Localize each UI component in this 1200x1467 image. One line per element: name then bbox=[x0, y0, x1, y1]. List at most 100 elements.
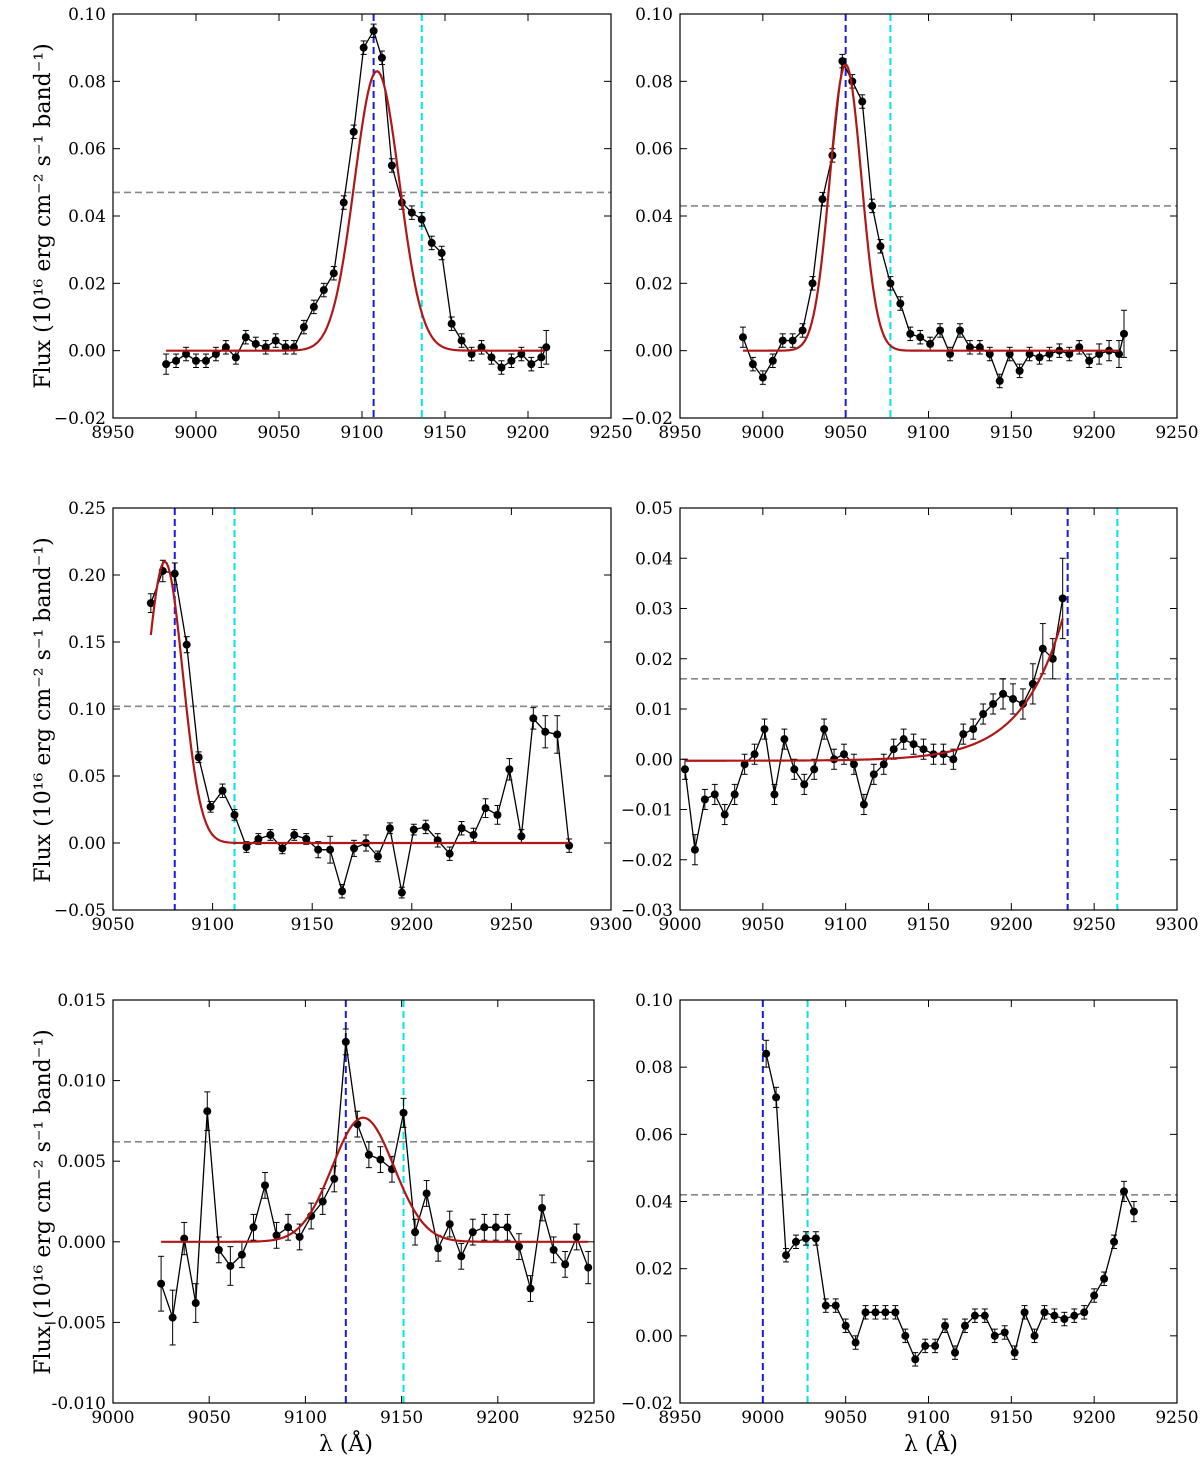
data-point bbox=[790, 765, 799, 774]
data-point bbox=[226, 1261, 235, 1270]
data-point bbox=[861, 1308, 870, 1317]
data-point bbox=[326, 845, 335, 854]
data-point bbox=[182, 640, 191, 649]
y-tick-label: −0.02 bbox=[621, 851, 673, 871]
plot-frame bbox=[679, 507, 1178, 911]
data-point bbox=[230, 810, 239, 819]
y-tick-label: 0.10 bbox=[68, 700, 106, 720]
data-point bbox=[1045, 350, 1054, 359]
y-tick-label: 0.02 bbox=[635, 274, 673, 294]
x-tick-label: 9200 bbox=[390, 915, 433, 935]
data-point bbox=[891, 1308, 900, 1317]
y-tick-label: 0.00 bbox=[68, 834, 106, 854]
data-point bbox=[931, 1341, 940, 1350]
data-point bbox=[168, 1313, 177, 1322]
y-tick-label: −0.005 bbox=[43, 1313, 106, 1333]
data-point bbox=[1058, 594, 1067, 603]
data-point bbox=[858, 97, 867, 106]
x-tick-label: 8950 bbox=[658, 1408, 701, 1428]
x-tick-label: 9050 bbox=[257, 423, 300, 443]
data-point bbox=[1050, 1311, 1059, 1320]
data-point bbox=[284, 1223, 293, 1232]
plot-frame bbox=[112, 999, 595, 1404]
data-point bbox=[989, 699, 998, 708]
data-point bbox=[170, 569, 179, 578]
data-point bbox=[841, 1321, 850, 1330]
y-tick-label: 0.20 bbox=[68, 566, 106, 586]
data-point bbox=[299, 323, 308, 332]
data-point bbox=[1000, 1328, 1009, 1337]
data-point bbox=[1020, 1308, 1029, 1317]
x-tick-label: 9200 bbox=[476, 1408, 519, 1428]
y-tick-label: 0.05 bbox=[68, 767, 106, 787]
data-point bbox=[851, 1338, 860, 1347]
y-tick-label: −0.05 bbox=[54, 901, 106, 921]
data-point bbox=[959, 730, 968, 739]
x-tick-label: 9150 bbox=[990, 1408, 1033, 1428]
y-tick-label: 0.08 bbox=[68, 72, 106, 92]
data-point bbox=[768, 356, 777, 365]
data-point bbox=[740, 760, 749, 769]
x-tick-label: 9200 bbox=[1073, 1408, 1116, 1428]
data-point bbox=[517, 350, 526, 359]
x-tick-label: 9050 bbox=[188, 1408, 231, 1428]
data-point bbox=[808, 279, 817, 288]
data-point bbox=[338, 887, 347, 896]
data-point bbox=[445, 849, 454, 858]
data-point bbox=[710, 790, 719, 799]
x-tick-label: 9300 bbox=[1155, 915, 1198, 935]
data-point bbox=[791, 1237, 800, 1246]
data-point bbox=[507, 356, 516, 365]
data-point bbox=[249, 1223, 258, 1232]
data-point bbox=[1090, 1291, 1099, 1300]
data-point bbox=[995, 376, 1004, 385]
plot-area bbox=[680, 1000, 1177, 1403]
data-point bbox=[445, 1220, 454, 1229]
data-point bbox=[951, 1348, 960, 1357]
data-point bbox=[960, 1321, 969, 1330]
data-point bbox=[810, 765, 819, 774]
data-point bbox=[720, 810, 729, 819]
y-tick-label: 0.06 bbox=[635, 1125, 673, 1145]
data-point bbox=[514, 1242, 523, 1251]
data-point bbox=[1119, 1187, 1128, 1196]
data-point bbox=[770, 790, 779, 799]
data-point bbox=[886, 279, 895, 288]
y-tick-label: 0.15 bbox=[68, 633, 106, 653]
data-point bbox=[218, 786, 227, 795]
data-point bbox=[505, 765, 514, 774]
data-point bbox=[201, 356, 210, 365]
data-point bbox=[876, 242, 885, 251]
panel-bottom-left: 9000 9050 9100 9150 9200 9250 -0.010 −0.005 0.00… bbox=[43, 991, 616, 1428]
data-point bbox=[896, 299, 905, 308]
data-point bbox=[1110, 1237, 1119, 1246]
fit-curve bbox=[161, 1116, 589, 1243]
fit-curve bbox=[742, 63, 1120, 352]
data-point bbox=[879, 760, 888, 769]
data-point bbox=[901, 1331, 910, 1340]
y-tick-label: 0.00 bbox=[635, 750, 673, 770]
data-point bbox=[295, 1232, 304, 1241]
plot-area bbox=[113, 508, 611, 910]
data-point bbox=[194, 753, 203, 762]
data-point bbox=[206, 802, 215, 811]
y-tick-label: 0.10 bbox=[635, 991, 673, 1011]
x-tick-label: 9100 bbox=[907, 423, 950, 443]
data-point bbox=[916, 333, 925, 342]
data-point bbox=[437, 249, 446, 258]
data-point bbox=[529, 714, 538, 723]
data-point bbox=[231, 353, 240, 362]
plot-area bbox=[113, 1000, 594, 1403]
data-point bbox=[946, 350, 955, 359]
data-point bbox=[919, 745, 928, 754]
data-point bbox=[409, 825, 418, 834]
data-point bbox=[980, 1311, 989, 1320]
data-point bbox=[503, 1223, 512, 1232]
y-tick-label: -0.010 bbox=[52, 1394, 106, 1414]
data-point bbox=[261, 343, 270, 352]
data-point bbox=[899, 735, 908, 744]
x-tick-label: 9200 bbox=[990, 915, 1033, 935]
y-tick-label: 0.04 bbox=[68, 207, 106, 227]
